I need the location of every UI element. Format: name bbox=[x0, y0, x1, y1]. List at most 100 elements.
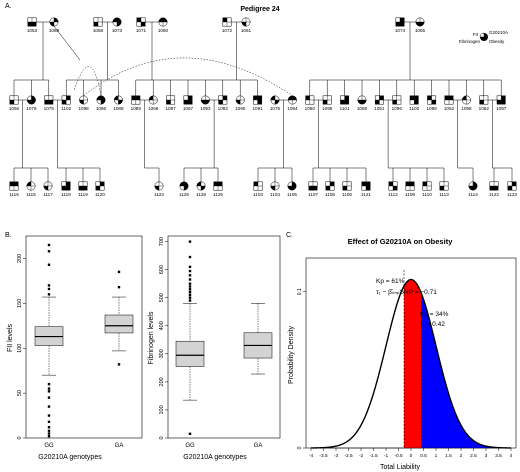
panel-letter-b: B. bbox=[5, 232, 12, 239]
gen2-person-14-id: 1091 bbox=[252, 106, 263, 111]
liability-xlabel: Total Liability bbox=[380, 464, 421, 471]
gen2-person-26-id: 1098 bbox=[461, 106, 472, 111]
gen2-person-21: 1051 bbox=[374, 95, 385, 111]
gen2-person-17: 1050 bbox=[305, 95, 316, 111]
gen3-person-0-id: 1116 bbox=[9, 192, 19, 197]
annotation-threshold: τ₁ = 0.42 bbox=[420, 321, 445, 328]
boxplot-fibrinogen-ytick: 0 bbox=[159, 436, 165, 439]
boxplot-fii-box-GG bbox=[34, 243, 64, 438]
gen3-person-1-id: 1115 bbox=[26, 192, 36, 197]
liability-xtick: -4 bbox=[309, 453, 314, 459]
boxplot-fibrinogen: Fibrinogen levels G20210A genotypes 0 100… bbox=[148, 235, 281, 461]
liability-xtick: 4 bbox=[510, 453, 513, 459]
panel-letter-c: C. bbox=[286, 232, 293, 239]
panel-letter-a: A. bbox=[5, 3, 12, 10]
gen3-person-1: 1115 bbox=[26, 181, 36, 197]
gen2-person-12: 1092 bbox=[218, 95, 228, 111]
pedigree-title: Pedigree 24 bbox=[240, 6, 279, 13]
boxplot-fii-ytick: 150 bbox=[17, 299, 23, 308]
gen3-person-3: 1118 bbox=[61, 181, 71, 197]
liability-red-region bbox=[404, 279, 422, 448]
gen3-person-11-id: 1104 bbox=[270, 192, 280, 197]
liability-ytick: 0.1 bbox=[297, 288, 303, 295]
boxplot-fii: FII levels G20210A genotypes 0 50 100 150 20… bbox=[7, 235, 143, 461]
pedigree-connections bbox=[13, 21, 513, 182]
gen2-person-15: 1075 bbox=[270, 95, 281, 111]
gen3-person-7-id: 1126 bbox=[179, 192, 189, 197]
gen3-person-20: 1113 bbox=[439, 181, 449, 197]
gen2-person-14: 1091 bbox=[252, 95, 263, 111]
boxplot-fibrinogen-outlier bbox=[188, 296, 192, 299]
boxplot-fii-outlier bbox=[47, 250, 51, 253]
gen2-person-5: 1086 bbox=[96, 95, 107, 111]
gen2-person-15-id: 1075 bbox=[270, 106, 281, 111]
gen2-person-25-id: 1052 bbox=[444, 106, 455, 111]
gen3-person-19-id: 1110 bbox=[422, 192, 432, 197]
boxplot-fii-xtick-GG: GG bbox=[44, 443, 54, 449]
boxplot-fibrinogen-xtick-GG: GG bbox=[185, 443, 195, 449]
boxplot-fii-outlier bbox=[47, 435, 51, 438]
gen1-person-1074-id: 1074 bbox=[395, 28, 406, 33]
gen2-person-22-id: 1096 bbox=[392, 106, 403, 111]
gen2-person-5-id: 1086 bbox=[96, 106, 107, 111]
liability-ytick: 0 bbox=[297, 446, 303, 449]
boxplot-fii-outlier bbox=[47, 420, 51, 424]
gen1-person-1058: 1058 bbox=[93, 17, 104, 33]
pedigree-panel: Pedigree 24 FII G20210A Fibrinogen Obesi… bbox=[9, 6, 517, 197]
gen2-person-20: 1055 bbox=[357, 95, 368, 111]
boxplot-fii-ylabel: FII levels bbox=[7, 324, 14, 353]
gen3-person-12: 1105 bbox=[287, 181, 297, 197]
boxplot-fibrinogen-outlier bbox=[188, 288, 192, 291]
gen2-person-27-id: 1062 bbox=[479, 106, 490, 111]
gen2-person-22: 1096 bbox=[392, 95, 403, 111]
boxplot-fii-box-GA bbox=[104, 270, 134, 366]
boxplot-fii-outlier bbox=[47, 396, 51, 399]
gen1-person-1072: 1072 bbox=[222, 17, 233, 33]
gen3-person-4-id: 1119 bbox=[78, 192, 88, 197]
legend-label-fii: FII bbox=[473, 32, 478, 37]
gen2-person-28-id: 1097 bbox=[496, 106, 507, 111]
boxplot-fibrinogen-xtick-GA: GA bbox=[254, 443, 263, 449]
boxplot-fii-outlier bbox=[117, 270, 121, 274]
gen2-person-6: 1088 bbox=[113, 95, 124, 111]
boxplot-fii-outlier bbox=[47, 382, 51, 386]
gen2-person-10-id: 1067 bbox=[183, 106, 194, 111]
liability-blue-region bbox=[421, 293, 511, 448]
gen2-person-26: 1098 bbox=[461, 95, 472, 111]
boxplot-fibrinogen-outlier bbox=[188, 290, 192, 294]
gen2-person-11: 1093 bbox=[200, 95, 211, 111]
gen2-person-19: 1101 bbox=[340, 95, 350, 111]
gen2-person-9: 1087 bbox=[165, 95, 176, 111]
gen3-person-20-id: 1113 bbox=[439, 192, 449, 197]
boxplot-fibrinogen-outlier bbox=[188, 285, 192, 288]
gen3-person-18-id: 1109 bbox=[405, 192, 415, 197]
boxplot-fibrinogen-ytick: 400 bbox=[159, 321, 165, 330]
gen2-person-4: 1098 bbox=[78, 95, 89, 111]
gen3-person-15: 1106 bbox=[342, 181, 352, 197]
boxplot-fii-outlier bbox=[47, 426, 51, 429]
boxplot-fii-ytick: 100 bbox=[17, 344, 23, 353]
liability-xtick: 0 bbox=[410, 453, 413, 459]
liability-xtick: -1.5 bbox=[369, 453, 378, 459]
gen1-person-1068-id: 1068 bbox=[49, 28, 60, 33]
gen2-person-28: 1097 bbox=[496, 95, 507, 111]
gen3-person-16-id: 1121 bbox=[361, 192, 371, 197]
gen2-person-18-id: 1095 bbox=[322, 106, 333, 111]
gen3-person-11: 1104 bbox=[270, 181, 280, 197]
gen3-person-23: 1123 bbox=[507, 181, 517, 197]
boxplot-fii-outlier bbox=[47, 287, 51, 291]
gen3-person-10-id: 1103 bbox=[253, 192, 263, 197]
liability-xtick: 2 bbox=[460, 453, 463, 459]
gen1-person-1073-id: 1073 bbox=[112, 28, 123, 33]
boxplot-fii-outlier bbox=[47, 414, 51, 417]
gen2-person-17-id: 1050 bbox=[305, 106, 316, 111]
gen3-person-21-id: 1114 bbox=[468, 192, 478, 197]
boxplot-fibrinogen-ytick: 700 bbox=[159, 237, 165, 246]
liability-xtick: -3 bbox=[334, 453, 339, 459]
liability-frame bbox=[305, 257, 517, 449]
gen2-person-13-id: 1090 bbox=[235, 106, 246, 111]
gen1-person-1073: 1073 bbox=[112, 17, 123, 33]
boxplot-fii-ytick: 0 bbox=[17, 436, 23, 439]
gen2-person-10: 1067 bbox=[183, 95, 194, 111]
gen2-person-1: 1076 bbox=[26, 95, 37, 111]
